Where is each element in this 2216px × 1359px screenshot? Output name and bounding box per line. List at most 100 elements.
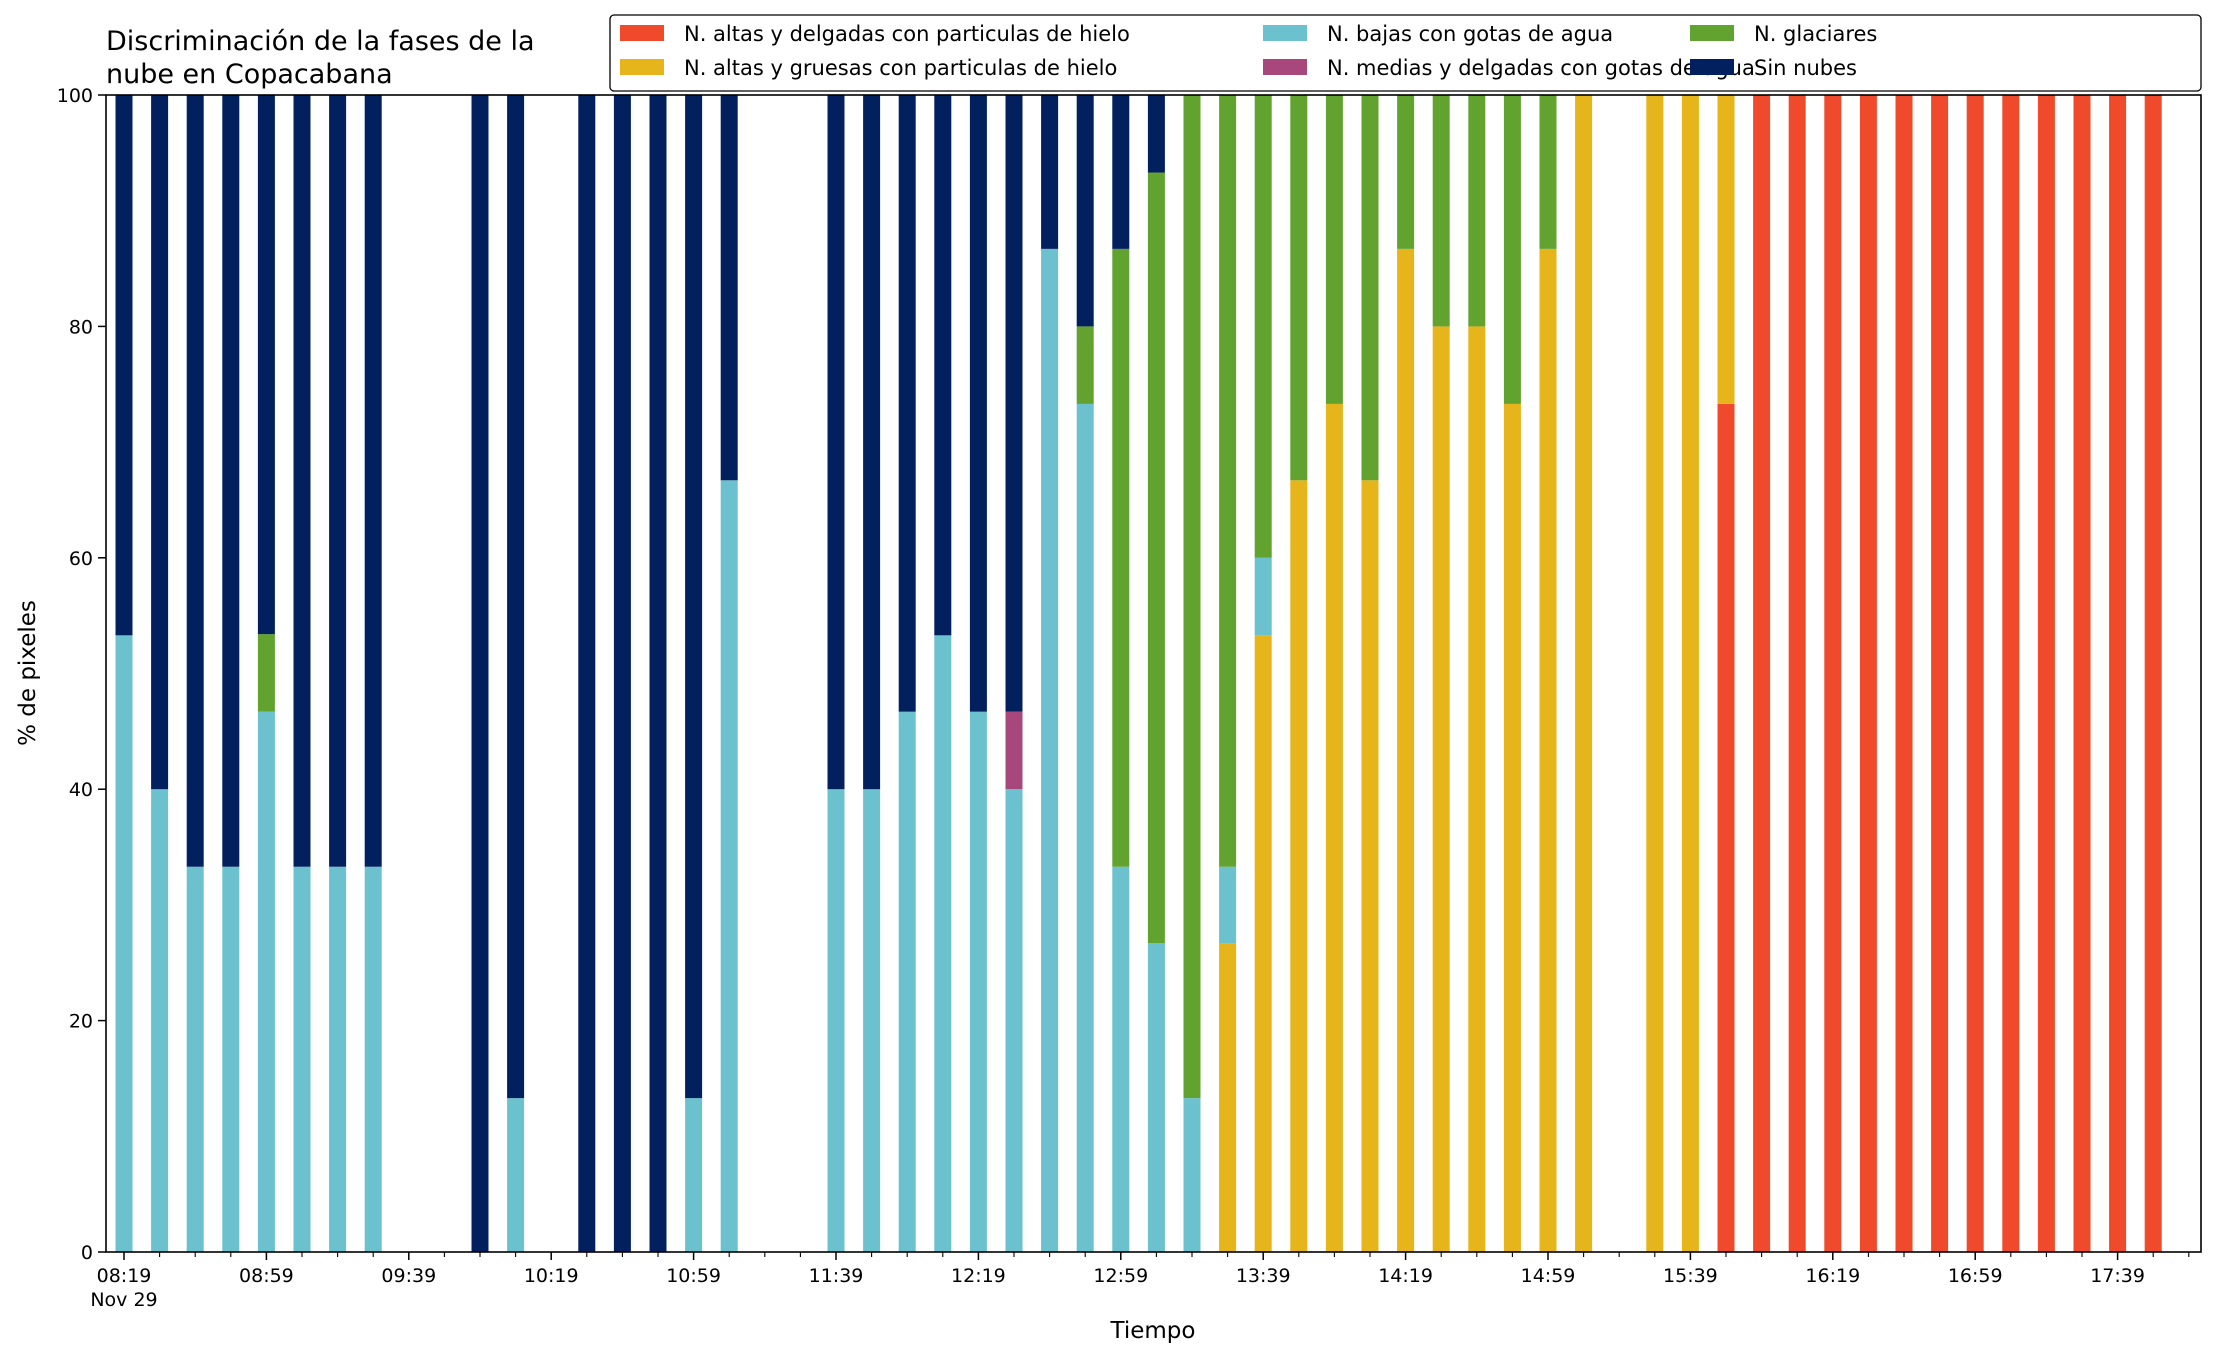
bar-segment-s2-t25 — [1005, 789, 1023, 1252]
bars-layer — [115, 95, 2162, 1252]
plot-frame — [105, 94, 2202, 1253]
legend-label: Sin nubes — [1754, 56, 1857, 80]
bar-segment-s2-t21 — [863, 789, 881, 1252]
bar-segment-s5-t11 — [507, 95, 525, 1099]
bar-segment-s0-t57 — [2144, 95, 2162, 1252]
bar-segment-s4-t31 — [1219, 95, 1237, 867]
bar-segment-s2-t1 — [151, 789, 169, 1252]
bar-segment-s1-t32 — [1254, 635, 1272, 1252]
bar-segment-s4-t38 — [1468, 95, 1486, 327]
y-axis-label: % de pixeles — [15, 600, 41, 746]
x-tick-label: 14:19 — [1378, 1265, 1433, 1287]
bar-segment-s5-t3 — [222, 95, 240, 867]
bar-segment-s5-t27 — [1076, 95, 1094, 327]
x-date-label: Nov 29 — [90, 1289, 157, 1311]
chart-title-line-2: nube en Copacabana — [106, 59, 393, 90]
bar-segment-s0-t47 — [1788, 95, 1806, 1252]
bar-segment-s1-t33 — [1290, 480, 1308, 1252]
bar-segment-s2-t27 — [1076, 403, 1094, 1252]
x-tick-label: 08:19 — [97, 1265, 152, 1287]
bar-segment-s5-t10 — [471, 95, 489, 1252]
bar-segment-s5-t25 — [1005, 95, 1023, 712]
bar-segment-s1-t45 — [1717, 95, 1735, 404]
bar-segment-s2-t29 — [1147, 943, 1165, 1252]
bar-segment-s5-t1 — [151, 95, 169, 790]
bar-segment-s0-t54 — [2037, 95, 2055, 1252]
legend-swatch — [620, 59, 664, 75]
bar-segment-s4-t32 — [1254, 95, 1272, 558]
bar-segment-s5-t15 — [649, 95, 667, 1252]
x-tick-label: 09:39 — [381, 1265, 436, 1287]
bar-segment-s5-t2 — [186, 95, 204, 867]
bar-segment-s1-t31 — [1219, 943, 1237, 1252]
bar-segment-s1-t36 — [1397, 248, 1415, 1252]
bar-segment-s4-t36 — [1397, 95, 1415, 249]
bar-segment-s4-t39 — [1503, 95, 1521, 404]
bar-segment-s4-t40 — [1539, 95, 1557, 249]
bar-segment-s4-t27 — [1076, 326, 1094, 404]
bar-segment-s5-t16 — [685, 95, 703, 1099]
x-axis-label: Tiempo — [1110, 1318, 1196, 1344]
bar-segment-s2-t16 — [685, 1098, 703, 1252]
bar-segment-s4-t4 — [257, 634, 275, 712]
bar-segment-s2-t2 — [186, 866, 204, 1252]
legend-label: N. altas y gruesas con particulas de hie… — [684, 56, 1117, 80]
y-tick-label: 20 — [69, 1011, 93, 1033]
y-tick-label: 100 — [57, 85, 93, 107]
bar-segment-s2-t31 — [1219, 866, 1237, 944]
bar-segment-s0-t55 — [2073, 95, 2091, 1252]
bar-segment-s5-t5 — [293, 95, 311, 867]
bar-segment-s2-t28 — [1112, 866, 1130, 1252]
bar-segment-s5-t20 — [827, 95, 845, 790]
bar-segment-s5-t6 — [329, 95, 347, 867]
bar-segment-s5-t26 — [1041, 95, 1059, 249]
legend-swatch — [620, 25, 664, 41]
bar-segment-s2-t30 — [1183, 1098, 1201, 1252]
bar-segment-s0-t52 — [1966, 95, 1984, 1252]
y-axis: 0 20 40 60 80 100 — [57, 85, 106, 1264]
bar-segment-s2-t4 — [257, 711, 275, 1252]
bar-segment-s1-t37 — [1432, 326, 1450, 1252]
bar-segment-s4-t28 — [1112, 248, 1130, 867]
bar-segment-s2-t26 — [1041, 248, 1059, 1252]
bar-segment-s5-t17 — [720, 95, 738, 481]
bar-segment-s1-t38 — [1468, 326, 1486, 1252]
x-tick-label: 08:59 — [239, 1265, 294, 1287]
x-tick-label: 14:59 — [1521, 1265, 1576, 1287]
bar-segment-s0-t51 — [1931, 95, 1949, 1252]
x-tick-label: 12:59 — [1093, 1265, 1148, 1287]
y-tick-label: 0 — [81, 1242, 93, 1264]
x-axis: 08:19 08:59 09:39 10:19 10:59 11:39 12:19 12:59… — [90, 1252, 2190, 1311]
bar-segment-s2-t0 — [115, 635, 133, 1252]
bar-segment-s5-t29 — [1147, 95, 1165, 173]
bar-segment-s0-t48 — [1824, 95, 1842, 1252]
bar-segment-s0-t49 — [1859, 95, 1877, 1252]
bar-segment-s2-t24 — [969, 711, 987, 1252]
bar-segment-s4-t37 — [1432, 95, 1450, 327]
bar-segment-s5-t4 — [257, 95, 275, 635]
x-tick-label: 13:39 — [1236, 1265, 1291, 1287]
legend-label: N. medias y delgadas con gotas de agua — [1327, 56, 1755, 80]
bar-segment-s2-t22 — [898, 711, 916, 1252]
bar-segment-s4-t35 — [1361, 95, 1379, 481]
bar-segment-s1-t40 — [1539, 248, 1557, 1252]
bar-segment-s2-t6 — [329, 866, 347, 1252]
legend-box — [609, 14, 2202, 92]
legend-swatch — [1263, 59, 1307, 75]
legend-swatch — [1263, 25, 1307, 41]
legend-entries: N. altas y delgadas con particulas de hi… — [620, 22, 1877, 80]
bar-segment-s1-t41 — [1575, 95, 1593, 1252]
bar-segment-s1-t34 — [1325, 403, 1343, 1252]
bar-segment-s5-t13 — [578, 95, 596, 1252]
bar-segment-s4-t33 — [1290, 95, 1308, 481]
y-tick-label: 80 — [69, 316, 93, 338]
legend-label: N. bajas con gotas de agua — [1327, 22, 1613, 46]
x-tick-label: 15:39 — [1663, 1265, 1718, 1287]
bar-segment-s5-t24 — [969, 95, 987, 712]
bar-segment-s3-t25 — [1005, 711, 1023, 790]
bar-segment-s2-t5 — [293, 866, 311, 1252]
bar-segment-s1-t43 — [1646, 95, 1664, 1252]
bar-segment-s5-t23 — [934, 95, 952, 636]
x-tick-label: 16:59 — [1948, 1265, 2003, 1287]
bar-segment-s2-t3 — [222, 866, 240, 1252]
